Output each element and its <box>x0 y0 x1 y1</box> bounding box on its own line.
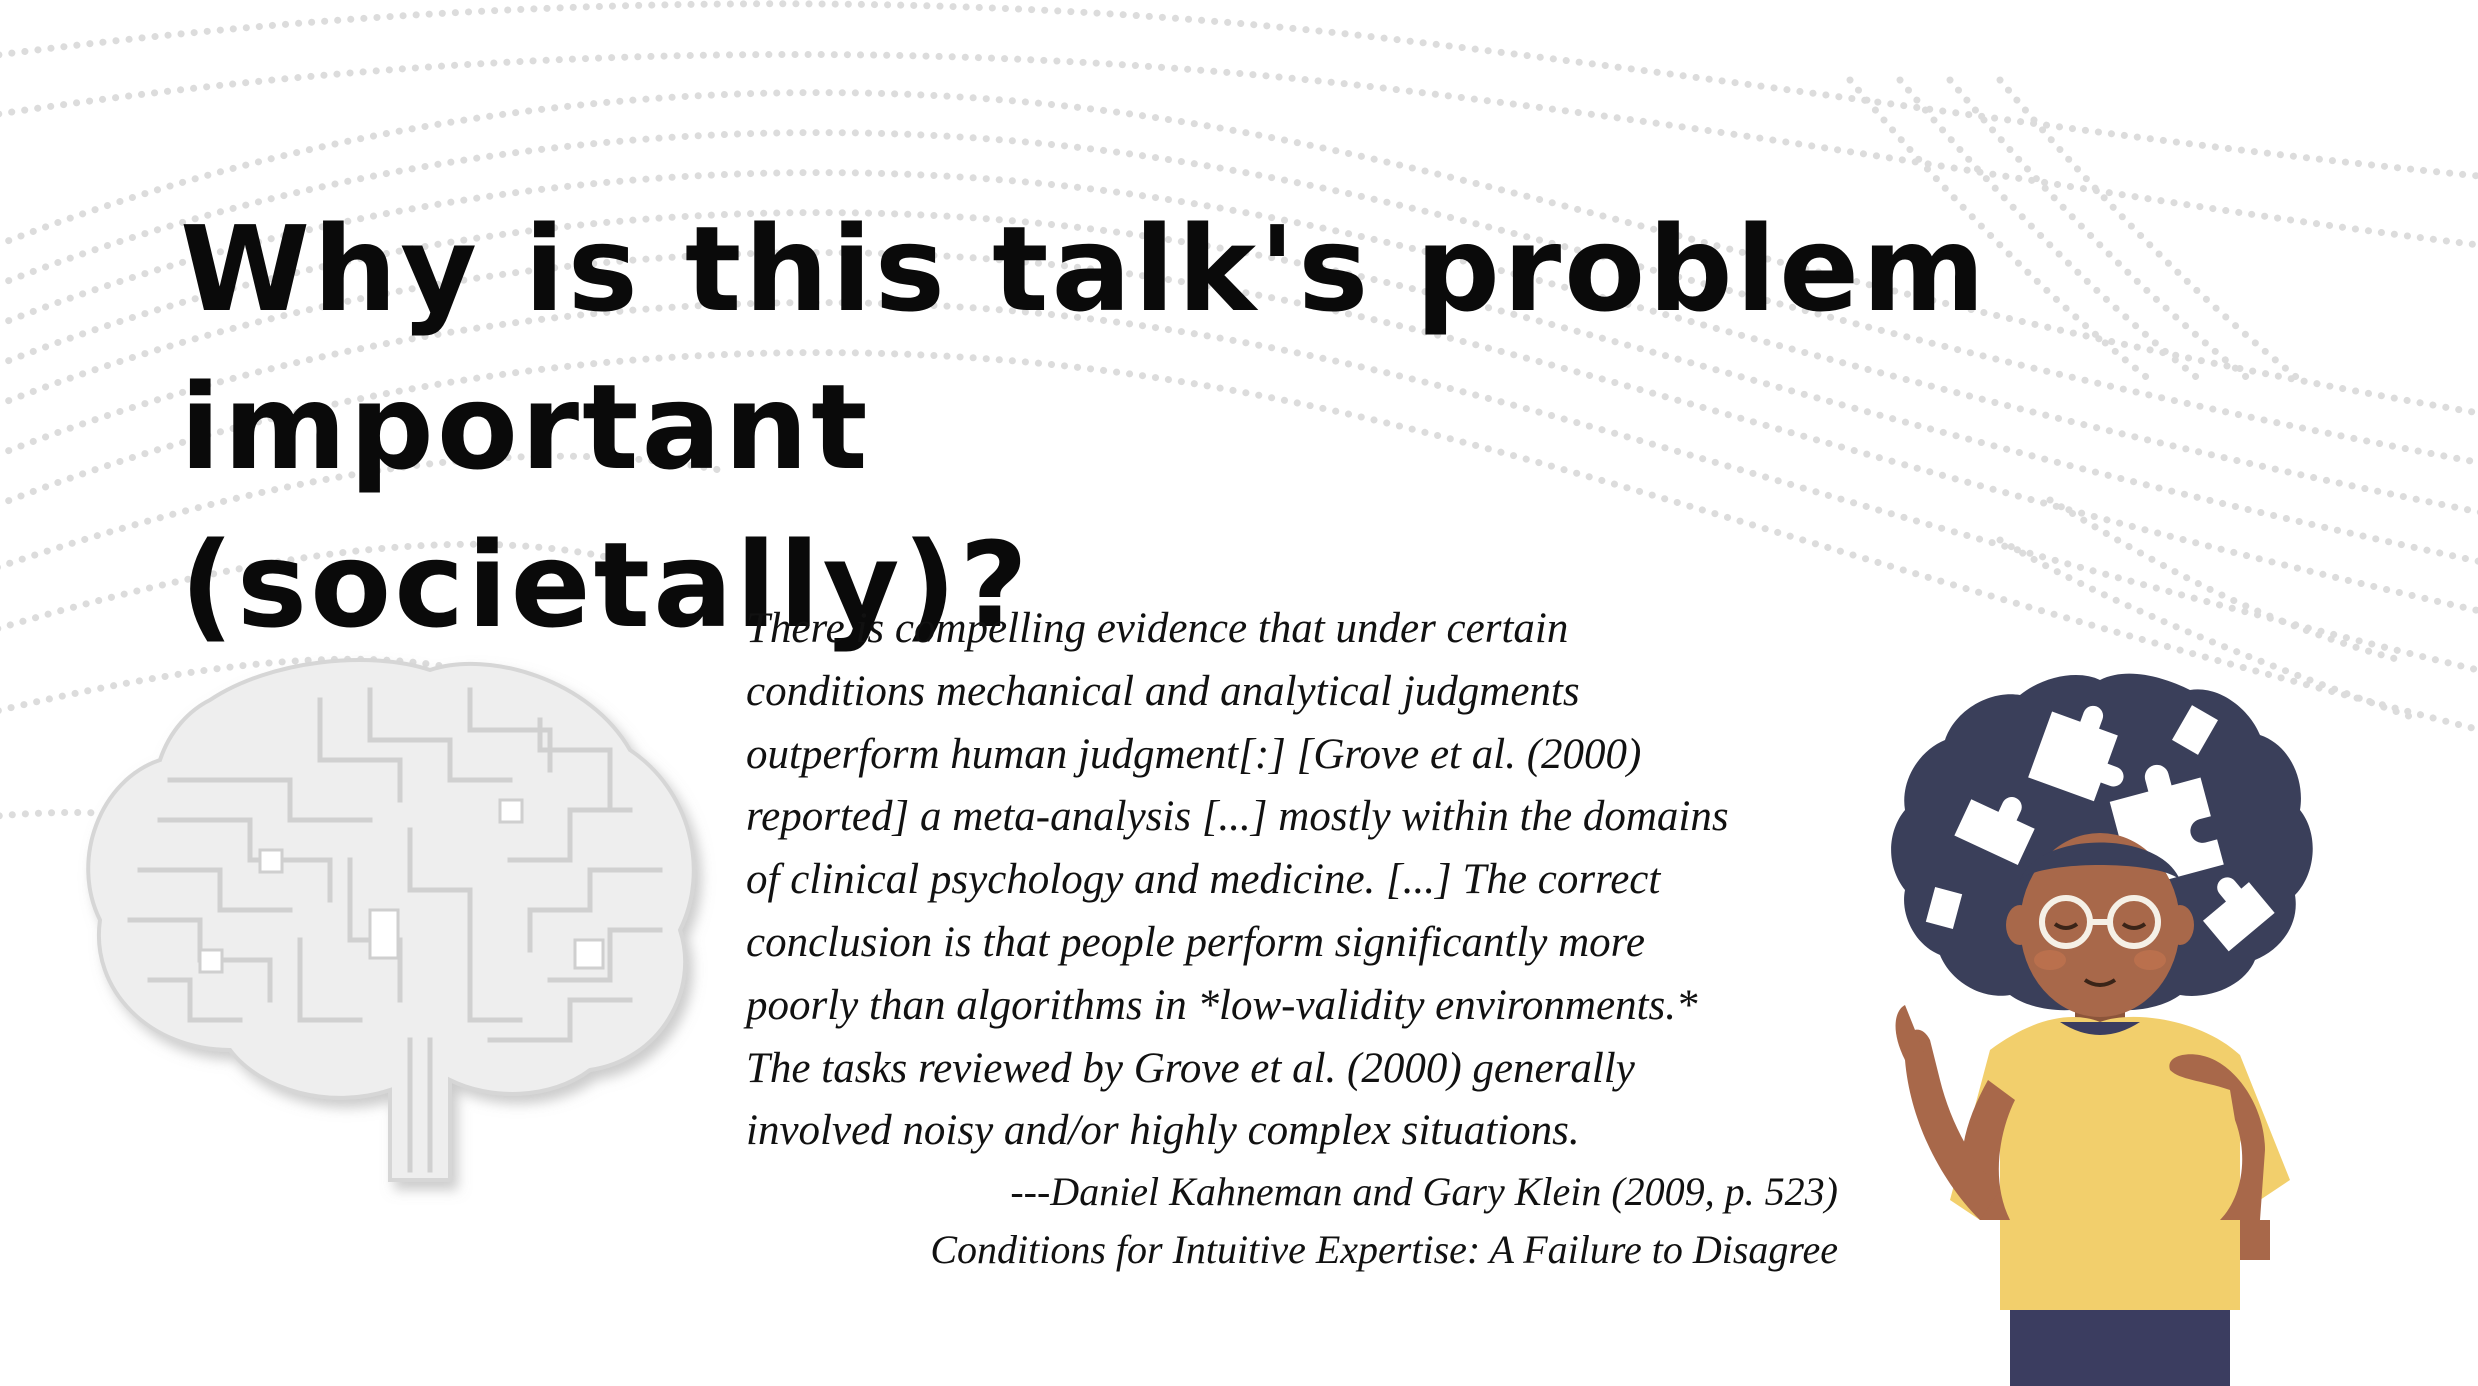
quote-line: reported] a meta-analysis [...] mostly w… <box>746 793 1729 841</box>
quote-block: There is compelling evidence that under … <box>746 598 1846 1279</box>
circuit-brain-icon <box>86 658 696 1182</box>
quote-line: conditions mechanical and analytical jud… <box>746 667 1580 715</box>
glasses-icon <box>2039 895 2161 949</box>
pants <box>2010 1310 2230 1386</box>
quote-line: conclusion is that people perform signif… <box>746 918 1645 966</box>
quote-line: involved noisy and/or highly complex sit… <box>746 1107 1580 1155</box>
quote-line: poorly than algorithms in *low-validity … <box>746 981 1698 1029</box>
yellow-shirt <box>1950 1016 2290 1310</box>
quote-line: of clinical psychology and medicine. [..… <box>746 856 1661 904</box>
person-with-puzzle-afro-illustration <box>1891 673 2313 1386</box>
quote-attribution-author: ---Daniel Kahneman and Gary Klein (2009,… <box>1010 1169 1838 1215</box>
title-line: (societally)? <box>180 516 1031 654</box>
quote-line: outperform human judgment[:] [Grove et a… <box>746 730 1642 778</box>
quote-line: There is compelling evidence that under … <box>746 605 1569 652</box>
title-line: Why is this talk's problem important <box>180 200 1989 496</box>
quote-attribution-source: Conditions for Intuitive Expertise: A Fa… <box>930 1227 1838 1273</box>
slide-title: Why is this talk's problem important (so… <box>180 190 2330 664</box>
quote-line: The tasks reviewed by Grove et al. (2000… <box>746 1044 1635 1092</box>
